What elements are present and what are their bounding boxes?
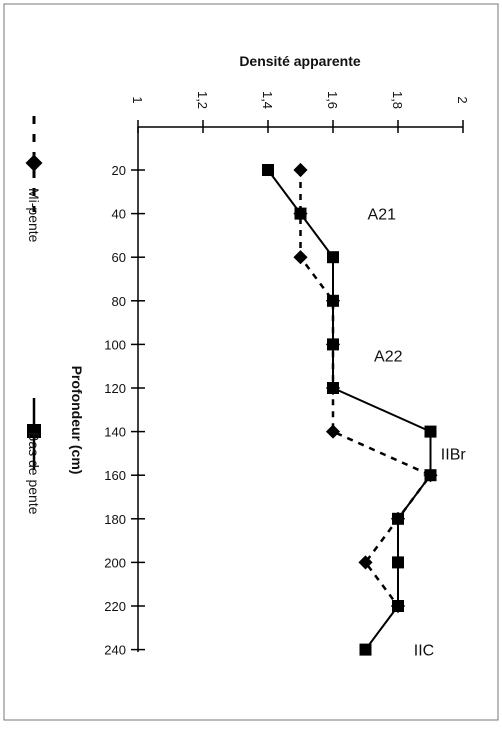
legend-label-bas-de-pente: Bas de pente [26,432,42,515]
data-point-bas-de-pente [327,338,339,351]
series-line-mi-pente [299,170,433,607]
data-point-mi-pente [293,250,308,265]
data-point-bas-de-pente [392,512,404,525]
data-point-mi-pente [293,162,308,178]
square-marker-icon [27,424,41,438]
series-line-bas-de-pente [267,169,432,651]
data-point-bas-de-pente [392,556,404,569]
legend-entry-mi-pente: Mi-pente [25,116,43,243]
data-point-bas-de-pente [327,251,339,264]
x-tick-label: 2 [455,96,470,103]
y-tick-label: 160 [104,468,126,483]
legend-entry-bas-de-pente: Bas de pente [26,398,42,515]
data-point-bas-de-pente [327,382,339,394]
y-tick-label: 80 [112,294,126,309]
y-tick-label: 140 [104,425,126,440]
y-tick-label: 240 [104,643,126,658]
y-tick-label: 60 [112,250,126,265]
y-tick-label: 180 [104,512,126,527]
horizon-label: IIBr [441,446,467,463]
y-ticks: 20 40 60 80 100 120 140 160 180 200 220 240 [104,163,145,658]
y-axis-title: Profondeur (cm) [69,366,85,475]
data-point-mi-pente [358,555,373,570]
horizon-labels: A21 A22 IIBr IIC [368,207,467,660]
x-tick-label: 1,8 [390,91,405,109]
y-tick-label: 40 [112,207,126,222]
legend-label-mi-pente: Mi-pente [26,188,42,243]
y-tick-label: 120 [104,381,126,396]
x-tick-label: 1,4 [260,91,275,109]
y-tick-label: 220 [104,599,126,614]
y-tick-label: 20 [112,163,126,178]
horizon-label: A22 [374,348,403,365]
data-point-bas-de-pente [424,425,437,438]
data-point-bas-de-pente [327,294,339,307]
x-tick-label: 1 [130,96,145,103]
horizon-label: A21 [368,207,397,224]
x-tick-label: 1,6 [325,91,340,109]
legend: Mi-pente Bas de pente [25,116,43,515]
data-point-bas-de-pente [424,469,437,482]
data-point-bas-de-pente [392,600,404,612]
horizon-label: IIC [414,643,434,660]
chart-border [3,3,499,721]
data-point-bas-de-pente [359,643,372,656]
x-tick-label: 1,2 [195,91,210,109]
data-point-bas-de-pente [262,164,274,176]
diamond-marker-icon [25,154,43,172]
data-point-mi-pente [325,424,341,439]
data-point-bas-de-pente [294,207,307,220]
series-layer [262,162,438,656]
x-axis-title: Densité apparente [239,53,361,69]
y-tick-label: 100 [104,337,126,352]
x-ticks: 1 1,2 1,4 1,6 1,8 2 [130,91,470,133]
y-tick-label: 200 [104,555,126,570]
